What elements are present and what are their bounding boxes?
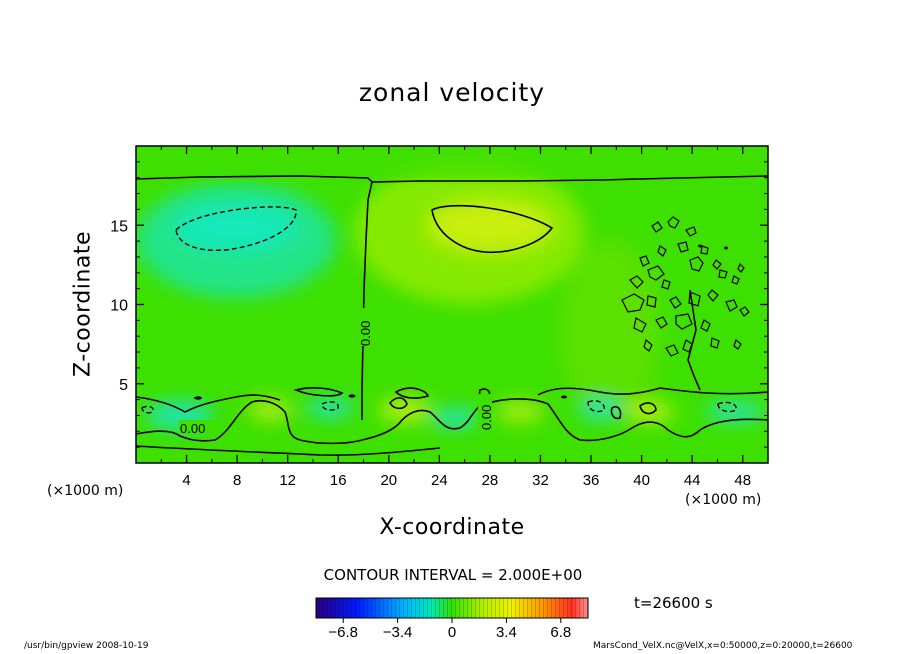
colorbar-ticks: −6.8 −3.4 0 3.4 6.8 <box>328 618 571 641</box>
contour-right <box>687 289 701 391</box>
y-axis-unit: (×1000 m) <box>47 483 124 499</box>
colorbar-tick-label-3: 3.4 <box>496 624 517 641</box>
contour-lines <box>136 175 768 456</box>
x-axis-label: X-coordinate <box>379 515 525 540</box>
velocity-field: 0.00 0.00 0.00 <box>136 146 768 463</box>
x-tick-label-9: 40 <box>633 472 650 489</box>
y-tick-label-2: 15 <box>110 218 128 235</box>
x-tick-label-6: 28 <box>482 472 499 489</box>
colorbar-steps <box>316 598 588 618</box>
x-tick-label-0: 4 <box>182 472 190 489</box>
chart-title: zonal velocity <box>358 78 546 107</box>
contour-zero-mid <box>361 181 373 420</box>
y-axis: 5 10 15 <box>110 161 768 448</box>
contour-interval: CONTOUR INTERVAL = 2.000E+00 <box>323 566 583 584</box>
time-label: t=26600 s <box>634 594 713 612</box>
x-tick-label-1: 8 <box>233 472 241 489</box>
footer-right: MarsCond_VelX.nc@VelX,x=0:50000,z=0:2000… <box>593 641 853 651</box>
footer-left: /usr/bin/gpview 2008-10-19 <box>24 641 149 651</box>
colorbar-tick-label-4: 6.8 <box>550 624 571 641</box>
x-tick-label-5: 24 <box>431 472 448 489</box>
contour-label-2: 0.00 <box>479 405 494 430</box>
y-tick-label-1: 10 <box>110 298 128 315</box>
x-tick-label-7: 32 <box>532 472 549 489</box>
x-axis-unit: (×1000 m) <box>685 492 762 508</box>
contour-label-1: 0.00 <box>358 321 373 346</box>
x-tick-label-3: 16 <box>330 472 347 489</box>
colorbar: −6.8 −3.4 0 3.4 6.8 <box>315 597 589 641</box>
colorbar-tick-label-2: 0 <box>448 624 456 641</box>
contour-top <box>136 175 768 183</box>
negative-contours <box>141 206 737 414</box>
x-tick-label-8: 36 <box>583 472 600 489</box>
y-axis-label: Z-coordinate <box>70 231 96 377</box>
contour-label-0: 0.00 <box>180 421 205 436</box>
x-tick-label-4: 20 <box>380 472 397 489</box>
turbulent-contours <box>621 216 750 357</box>
colorbar-tick-label-0: −6.8 <box>328 624 358 641</box>
colorbar-tick-label-1: −3.4 <box>383 624 413 641</box>
small-blobs <box>194 244 728 400</box>
y-tick-label-0: 5 <box>119 377 128 394</box>
x-axis: 4 8 12 16 20 24 28 32 36 40 44 48 <box>160 146 751 489</box>
x-tick-label-11: 48 <box>734 472 751 489</box>
x-tick-label-10: 44 <box>684 472 701 489</box>
contour-positive-cell <box>431 204 554 254</box>
x-tick-label-2: 12 <box>279 472 296 489</box>
contour-negative-cell <box>175 206 297 251</box>
